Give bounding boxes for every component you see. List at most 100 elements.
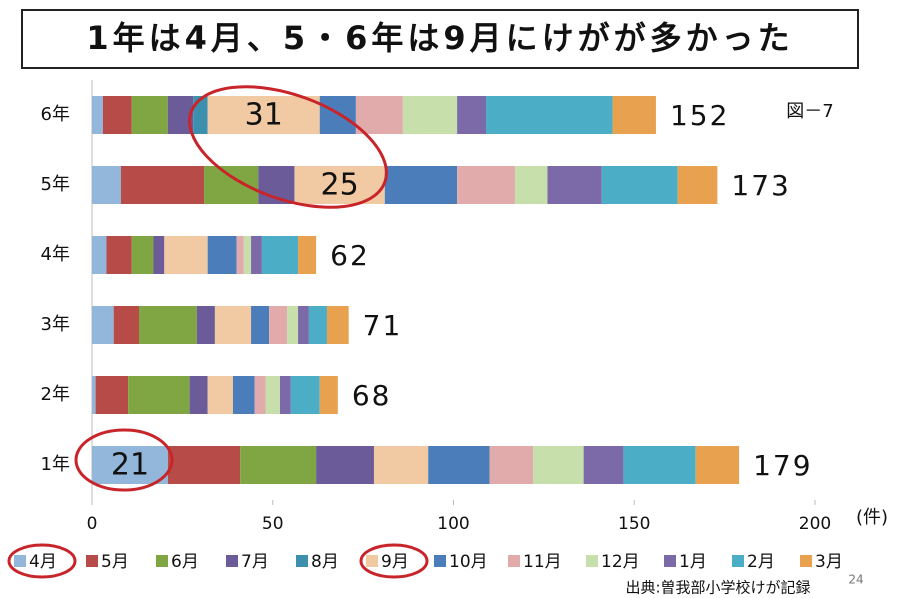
- highlight-ellipse: [74, 428, 174, 492]
- y-tick-label: 6年: [41, 104, 70, 125]
- legend-swatch: [586, 555, 598, 567]
- bar-segment: [207, 376, 233, 414]
- bar-segment: [196, 306, 215, 344]
- bar-segment: [298, 306, 309, 344]
- bar-segment: [695, 446, 740, 484]
- total-label: 62: [330, 239, 370, 272]
- segment-label: 25: [321, 168, 359, 203]
- bar-segment: [120, 166, 205, 204]
- bar-segment: [189, 376, 208, 414]
- bar-segment: [106, 236, 132, 274]
- total-label: 71: [363, 309, 403, 342]
- chart-title: 1年は4月、5・6年は9月にけがが多かった: [86, 19, 793, 57]
- bar-segment: [207, 96, 320, 134]
- legend-swatch: [508, 555, 520, 567]
- total-label: 179: [753, 449, 812, 482]
- bar-segment: [92, 166, 121, 204]
- x-tick-label: 50: [262, 514, 284, 534]
- legend-swatch: [366, 555, 378, 567]
- title-box: [21, 9, 859, 69]
- bar-segment: [601, 166, 678, 204]
- bar-segment: [251, 306, 270, 344]
- total-label: 152: [670, 99, 729, 132]
- bar-segment: [457, 166, 515, 204]
- legend-label: 6月: [171, 552, 199, 572]
- x-tick-label: 200: [799, 514, 831, 534]
- bar-segment: [402, 96, 458, 134]
- bar-segment: [269, 306, 288, 344]
- bar-segment: [373, 446, 429, 484]
- bar-segment: [92, 236, 107, 274]
- segment-label: 21: [111, 448, 149, 483]
- bar-segment: [138, 306, 197, 344]
- bar-segment: [92, 96, 103, 134]
- legend-swatch: [156, 555, 168, 567]
- bar-segment: [204, 166, 259, 204]
- bar-segment: [92, 446, 168, 484]
- legend-swatch: [296, 555, 308, 567]
- bar-segment: [95, 376, 129, 414]
- legend-swatch: [226, 555, 238, 567]
- legend-highlight: [7, 543, 77, 579]
- bar-segment: [167, 446, 241, 484]
- bar-segment: [298, 236, 317, 274]
- bar-segment: [279, 376, 291, 414]
- bar-segment: [677, 166, 718, 204]
- y-tick-label: 4年: [41, 244, 70, 265]
- legend-swatch: [86, 555, 98, 567]
- bar-segment: [265, 376, 280, 414]
- bar-segment: [261, 236, 299, 274]
- legend-label: 3月: [815, 552, 843, 572]
- legend-swatch: [664, 555, 676, 567]
- bar-segment: [102, 96, 132, 134]
- bar-segment: [128, 376, 190, 414]
- bar-segment: [316, 446, 374, 484]
- legend-label: 7月: [241, 552, 269, 572]
- bar-segment: [92, 376, 96, 414]
- bar-segment: [287, 306, 299, 344]
- bar-segment: [251, 236, 262, 274]
- legend-label: 10月: [449, 552, 488, 572]
- bar-segment: [193, 96, 208, 134]
- bar-segment: [623, 446, 696, 484]
- y-tick-label: 5年: [41, 174, 70, 195]
- bar-segment: [384, 166, 458, 204]
- bar-segment: [583, 446, 624, 484]
- segment-label: 31: [245, 98, 283, 133]
- bar-segment: [92, 306, 114, 344]
- source: 出典:曽我部小学校けが記録: [625, 579, 810, 597]
- bar-segment: [319, 376, 338, 414]
- bar-segment: [240, 446, 317, 484]
- legend-swatch: [732, 555, 744, 567]
- bar-segment: [308, 306, 327, 344]
- bar-segment: [428, 446, 490, 484]
- legend-swatch: [434, 555, 446, 567]
- bar-segment: [153, 236, 165, 274]
- bar-segment: [489, 446, 534, 484]
- legend-highlight: [359, 543, 429, 579]
- bar-segment: [164, 236, 208, 274]
- bar-segment: [232, 376, 255, 414]
- bar-segment: [131, 96, 168, 134]
- bar-segment: [236, 236, 244, 274]
- bar-segment: [319, 96, 356, 134]
- bar-segment: [533, 446, 584, 484]
- legend-label: 1月: [679, 552, 707, 572]
- bar-segment: [131, 236, 154, 274]
- page-number: 24: [848, 573, 863, 587]
- bar-segment: [547, 166, 602, 204]
- bar-segment: [355, 96, 403, 134]
- bar-segment: [514, 166, 548, 204]
- legend-label: 9月: [381, 552, 409, 572]
- bar-segment: [254, 376, 266, 414]
- y-tick-label: 1年: [41, 454, 70, 475]
- legend-label: 8月: [311, 552, 339, 572]
- legend-label: 11月: [523, 552, 562, 572]
- bar-segment: [113, 306, 139, 344]
- total-label: 68: [352, 379, 392, 412]
- bar-segment: [243, 236, 252, 274]
- bar-segment: [612, 96, 656, 134]
- bar-segment: [214, 306, 252, 344]
- total-label: 173: [731, 169, 790, 202]
- legend-label: 12月: [601, 552, 640, 572]
